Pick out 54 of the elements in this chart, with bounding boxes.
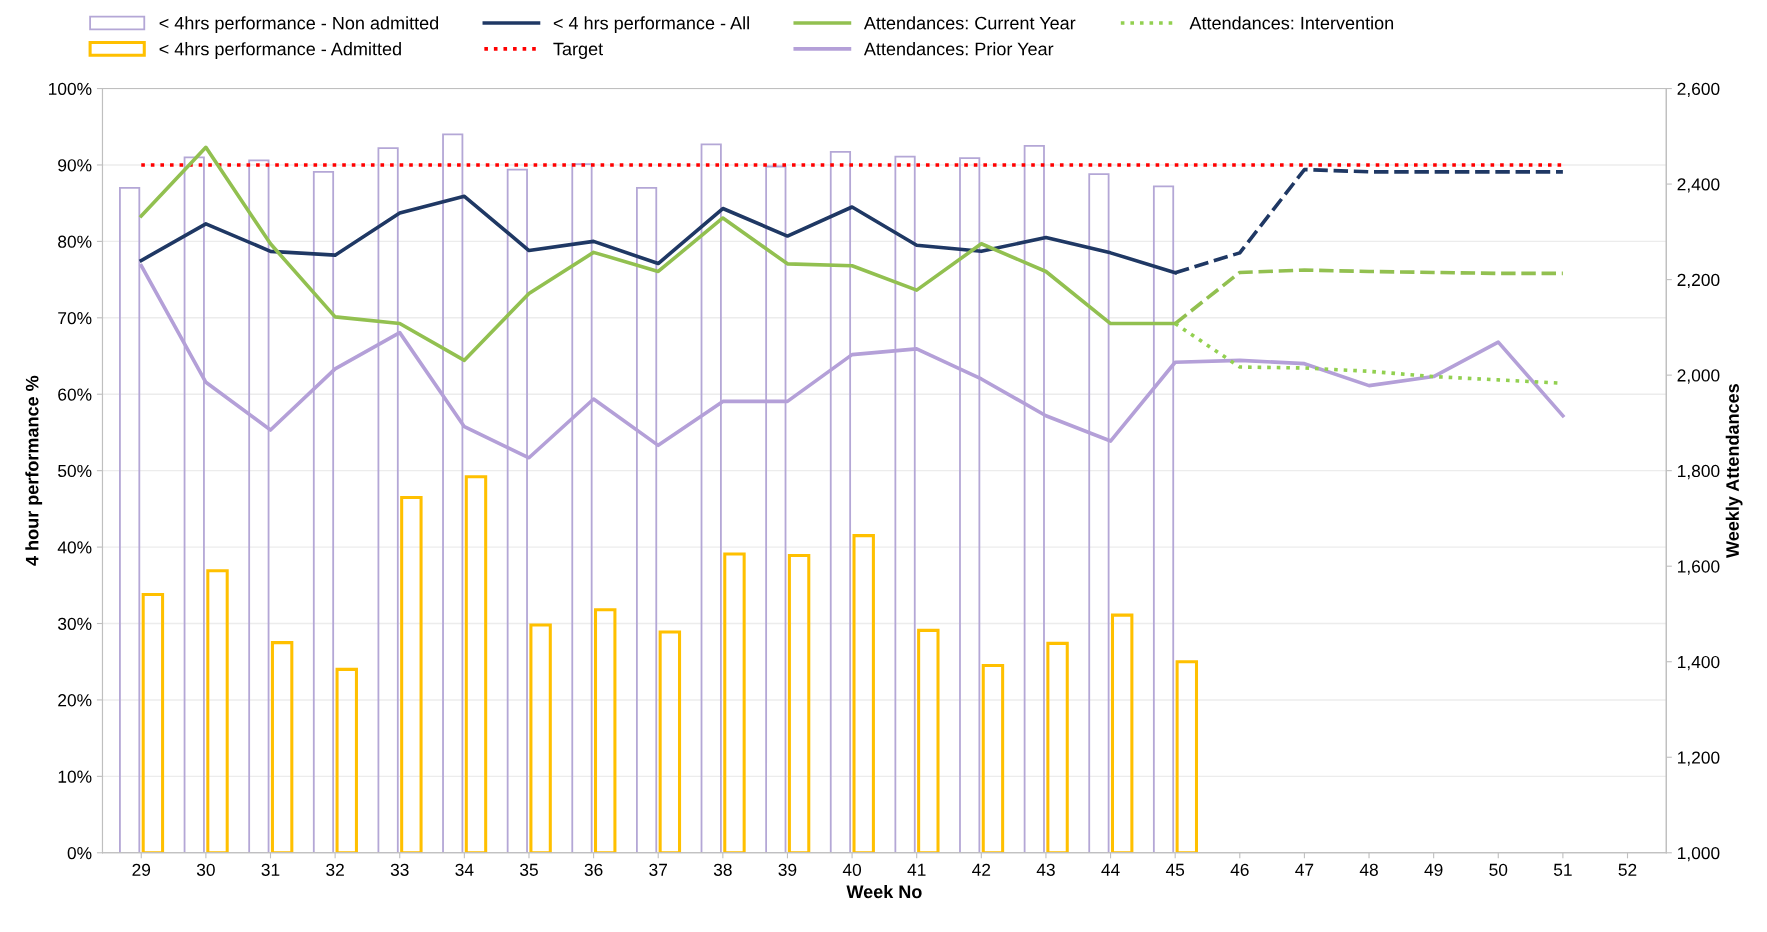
y-tick-label: 10% <box>58 770 92 783</box>
legend-label: < 4 hrs performance - All <box>553 16 749 34</box>
x-tick-label: 31 <box>261 863 280 876</box>
y2-tick-label: 1,000 <box>1678 846 1720 862</box>
x-tick-label: 51 <box>1553 863 1572 876</box>
legend-label: Attendances: Intervention <box>1189 16 1394 30</box>
y2-tick-label: 1,200 <box>1678 751 1720 766</box>
y-tick-label: 30% <box>57 617 92 630</box>
y-tick-label: 20% <box>58 694 92 707</box>
x-tick-label: 48 <box>1359 863 1378 876</box>
y2-axis-title: Weekly Attendances <box>1725 384 1743 558</box>
y-tick-label: 40% <box>57 541 92 554</box>
y-tick-label: 50% <box>58 464 92 478</box>
x-tick-label: 32 <box>326 863 344 876</box>
x-tick-label: 52 <box>1618 863 1637 876</box>
x-tick-label: 45 <box>1165 863 1185 876</box>
y-axis-title: 4 hour performance % <box>25 375 43 566</box>
x-tick-label: 43 <box>1036 863 1055 876</box>
y2-tick-label: 1,600 <box>1678 560 1720 575</box>
x-tick-label: 42 <box>972 863 991 876</box>
y2-tick-label: 1,400 <box>1678 655 1720 671</box>
x-tick-label: 34 <box>455 863 474 876</box>
x-tick-label: 47 <box>1295 863 1314 876</box>
y-tick-label: 80% <box>58 235 92 248</box>
x-tick-label: 46 <box>1230 863 1249 876</box>
x-tick-label: 39 <box>778 863 797 876</box>
x-tick-label: 33 <box>390 863 409 876</box>
legend-label: < 4hrs performance - Non admitted <box>159 16 439 34</box>
x-tick-label: 38 <box>713 863 732 876</box>
x-tick-label: 29 <box>132 863 151 876</box>
x-tick-label: 40 <box>842 863 862 876</box>
y-tick-label: 0% <box>67 846 92 860</box>
x-tick-label: 50 <box>1489 863 1508 876</box>
y2-tick-label: 2,000 <box>1677 369 1720 384</box>
x-tick-label: 44 <box>1101 863 1120 876</box>
x-axis-title: Week No <box>846 884 922 899</box>
y2-tick-label: 2,400 <box>1677 178 1720 193</box>
x-tick-label: 41 <box>907 863 926 876</box>
x-tick-label: 30 <box>196 863 215 876</box>
legend-label: Attendances: Current Year <box>863 16 1076 30</box>
x-tick-label: 37 <box>649 863 667 876</box>
y2-tick-label: 2,200 <box>1677 273 1720 289</box>
legend-label: Attendances: Prior Year <box>863 42 1054 56</box>
legend-label: Target <box>553 42 603 59</box>
y-tick-label: 90% <box>58 159 92 172</box>
legend-label: < 4hrs performance - Admitted <box>159 42 401 59</box>
y2-tick-label: 1,800 <box>1678 464 1720 480</box>
x-tick-label: 36 <box>584 863 603 876</box>
y2-tick-label: 2,600 <box>1677 82 1720 98</box>
y-tick-label: 100% <box>48 82 92 95</box>
x-tick-label: 49 <box>1424 863 1443 876</box>
y-tick-label: 60% <box>58 388 92 401</box>
y-tick-label: 70% <box>58 311 92 325</box>
x-tick-label: 35 <box>519 863 538 876</box>
